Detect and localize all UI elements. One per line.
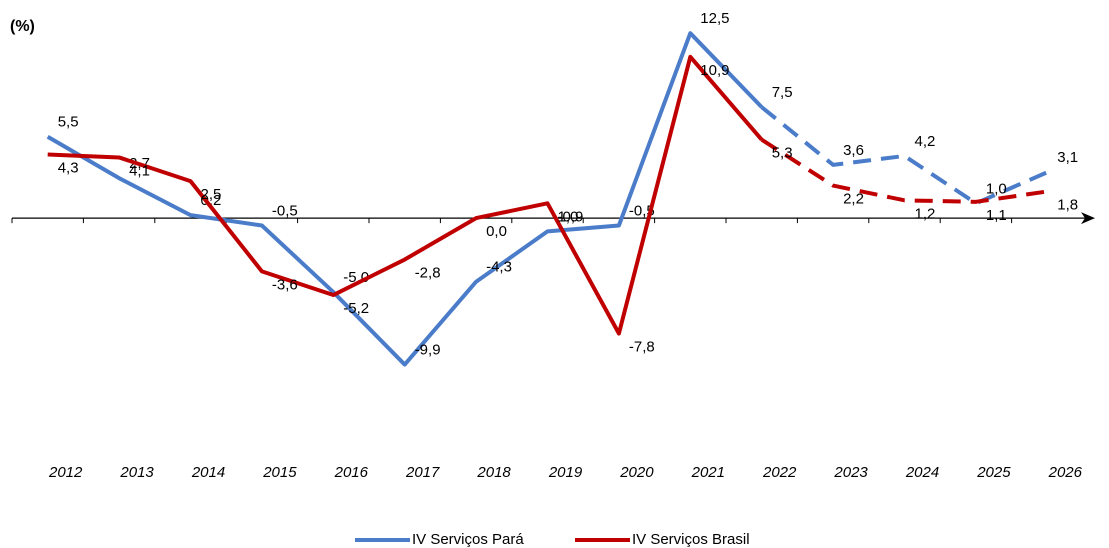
data-label: -0,9 xyxy=(558,208,584,225)
projection-line xyxy=(760,105,1049,206)
x-tick-label: 2018 xyxy=(476,464,511,481)
data-label: 1,0 xyxy=(986,180,1007,197)
data-label: -0,5 xyxy=(272,202,298,219)
axis-arrow xyxy=(1081,212,1095,225)
data-label: 1,1 xyxy=(986,207,1007,224)
data-label: -5,2 xyxy=(343,300,369,317)
data-label: 4,3 xyxy=(58,159,79,176)
legend-label: IV Serviços Pará xyxy=(412,531,524,548)
projection-line xyxy=(760,138,1048,204)
data-label: -7,8 xyxy=(629,338,655,355)
x-tick-label: 2024 xyxy=(905,464,939,481)
x-tick-label: 2013 xyxy=(119,464,154,481)
x-tick-label: 2021 xyxy=(691,464,725,481)
x-tick-label: 2017 xyxy=(405,464,440,481)
data-label: 1,8 xyxy=(1057,196,1078,213)
data-label: -4,3 xyxy=(486,259,512,276)
legend-label: IV Serviços Brasil xyxy=(632,531,750,548)
data-label: 1,2 xyxy=(915,205,936,222)
x-tick-label: 2016 xyxy=(334,464,369,481)
data-label: 0,2 xyxy=(201,192,222,209)
data-label: 4,1 xyxy=(129,162,150,179)
data-label: 3,6 xyxy=(843,142,864,159)
x-tick-label: 2025 xyxy=(976,464,1011,481)
data-label: 12,5 xyxy=(700,10,729,27)
data-label: 4,2 xyxy=(915,133,936,150)
data-label: 5,5 xyxy=(58,114,79,131)
x-tick-label: 2014 xyxy=(191,464,225,481)
data-label: -3,6 xyxy=(272,276,298,293)
data-label: 2,5 xyxy=(201,186,222,203)
data-label: 7,5 xyxy=(772,84,793,101)
x-tick-label: 2022 xyxy=(762,464,797,481)
x-tick-label: 2012 xyxy=(48,464,83,481)
x-tick-label: 2023 xyxy=(833,464,868,481)
x-tick-label: 2020 xyxy=(619,464,654,481)
data-label: -9,9 xyxy=(415,342,441,359)
data-label: 10,9 xyxy=(700,62,729,79)
series-line xyxy=(47,54,764,336)
x-tick-label: 2015 xyxy=(262,464,297,481)
series-line xyxy=(46,31,764,367)
data-label: -2,8 xyxy=(415,264,441,281)
data-label: 2,2 xyxy=(843,191,864,208)
data-label: 0,0 xyxy=(486,223,507,240)
x-tick-label: 2019 xyxy=(548,464,583,481)
data-label: 1,0 xyxy=(558,208,579,225)
y-axis-label: (%) xyxy=(10,18,35,35)
data-label: 3,1 xyxy=(1057,149,1078,166)
x-tick-label: 2026 xyxy=(1048,464,1083,481)
data-label: 5,3 xyxy=(772,145,793,162)
